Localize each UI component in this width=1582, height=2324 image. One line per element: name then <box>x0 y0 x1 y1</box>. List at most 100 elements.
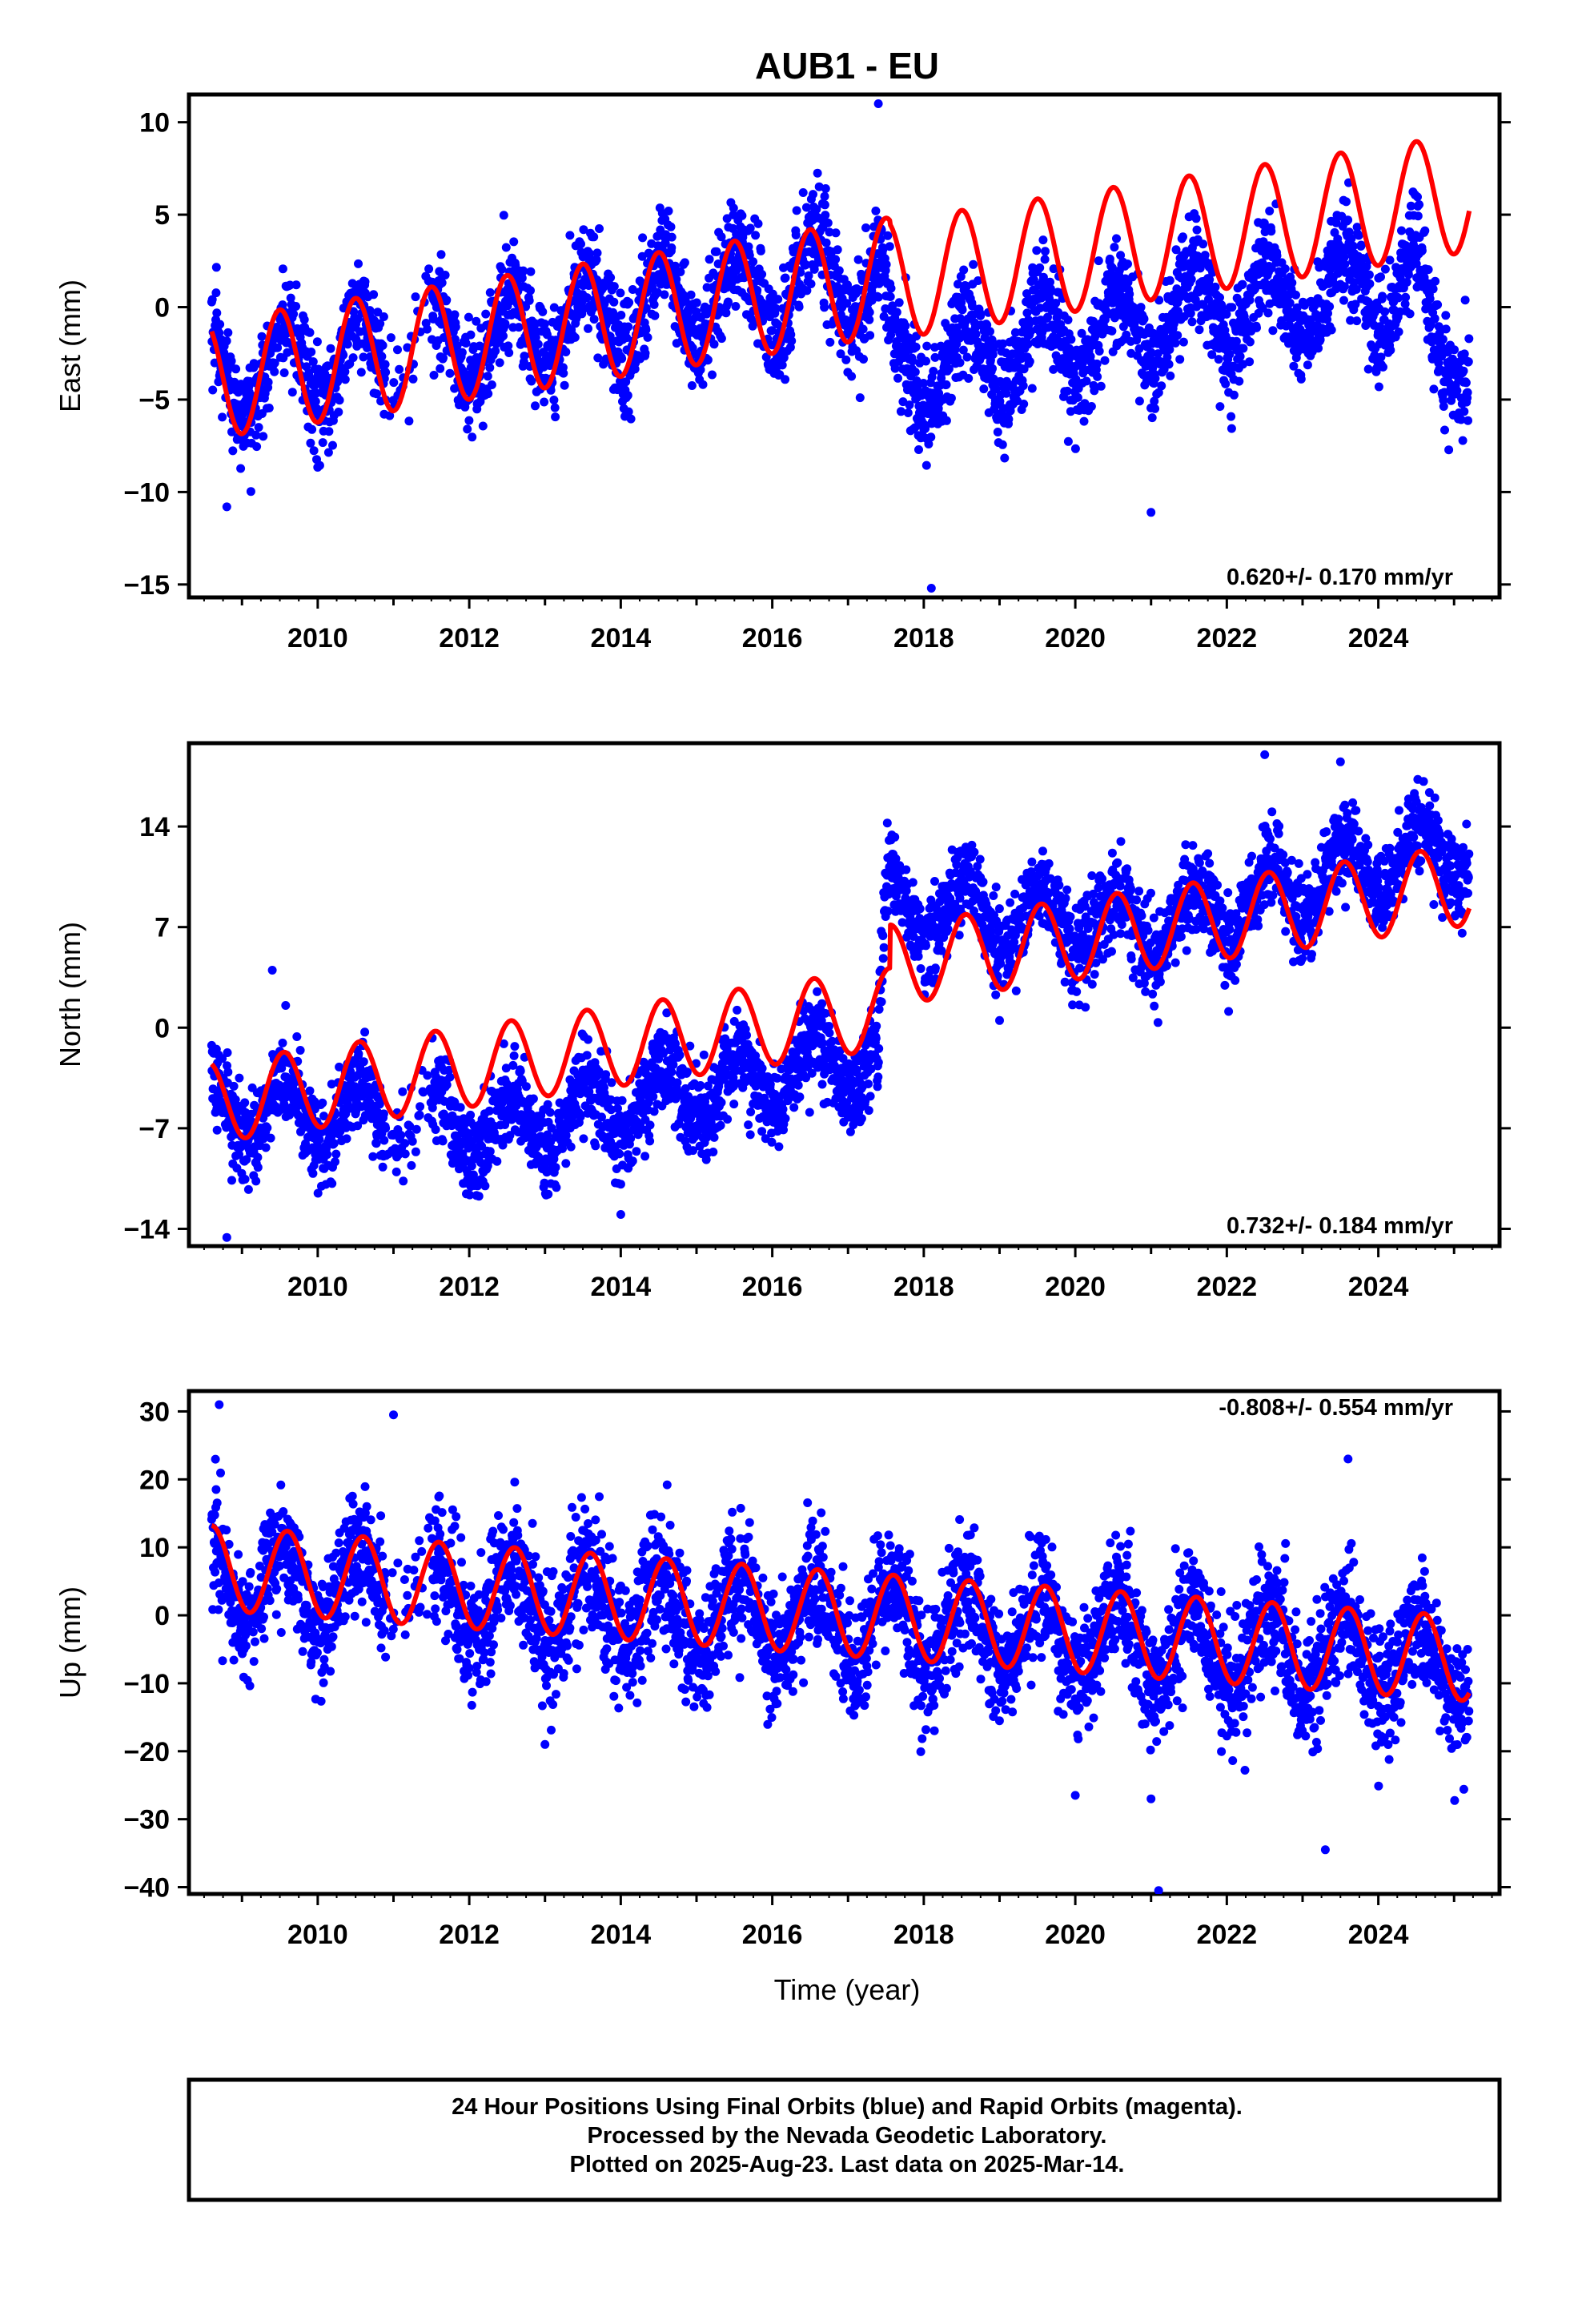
data-point <box>408 1136 417 1146</box>
data-point <box>412 1124 421 1134</box>
data-point <box>993 428 1002 436</box>
data-point <box>637 251 647 261</box>
data-point <box>1343 215 1353 225</box>
data-point <box>398 1087 408 1096</box>
data-point <box>411 1147 420 1156</box>
data-point <box>1331 218 1341 227</box>
data-point <box>1394 293 1403 303</box>
data-point <box>1171 245 1181 255</box>
data-point <box>708 370 717 380</box>
data-point <box>540 320 549 328</box>
x-tick-label: 2016 <box>742 623 803 653</box>
data-point <box>1354 231 1363 240</box>
data-point <box>1092 359 1102 368</box>
data-point <box>584 324 592 333</box>
data-point <box>649 1107 659 1116</box>
data-point <box>311 396 320 406</box>
data-point <box>312 337 322 347</box>
outlier-point <box>1146 508 1156 517</box>
data-point <box>1456 415 1466 424</box>
data-point <box>277 1063 287 1073</box>
data-point <box>253 1152 263 1162</box>
data-point <box>692 298 701 308</box>
data-point <box>626 1134 636 1144</box>
data-point <box>841 355 851 364</box>
data-point <box>1214 355 1223 364</box>
data-point <box>423 1071 432 1080</box>
data-point <box>235 1073 244 1083</box>
data-point <box>1023 340 1033 349</box>
data-point <box>505 1131 515 1140</box>
data-point <box>712 247 721 256</box>
data-point <box>329 1139 339 1148</box>
data-point <box>1038 235 1048 245</box>
data-point <box>1125 289 1134 299</box>
data-point <box>1227 303 1237 312</box>
data-point <box>1460 296 1470 305</box>
north-panel: North (mm) 0.732+/- 0.184 mm/yr 2010 2012… <box>54 741 1511 1302</box>
data-point <box>373 308 383 317</box>
north-frame <box>187 741 1502 1248</box>
data-point <box>231 364 241 374</box>
data-point <box>1256 268 1266 278</box>
data-point <box>1380 264 1390 274</box>
data-point <box>466 330 476 340</box>
data-point <box>308 357 318 367</box>
data-point <box>1107 326 1117 336</box>
data-point <box>1090 386 1099 396</box>
data-point <box>476 1158 485 1168</box>
data-point <box>757 270 767 279</box>
data-point <box>1268 326 1278 336</box>
data-point <box>885 292 895 301</box>
data-point <box>1027 384 1037 393</box>
data-point <box>986 327 994 336</box>
data-point <box>709 340 719 349</box>
data-point <box>1385 255 1395 265</box>
data-point <box>1434 322 1443 332</box>
data-point <box>379 312 388 321</box>
data-point <box>592 248 602 258</box>
data-point <box>286 293 295 303</box>
data-point <box>315 1135 324 1144</box>
data-point <box>1179 312 1189 321</box>
data-point <box>616 288 625 298</box>
data-point <box>955 358 965 368</box>
data-point <box>1406 201 1415 211</box>
data-point <box>359 352 368 362</box>
data-point <box>528 1094 538 1104</box>
data-point <box>365 306 375 316</box>
data-point <box>464 416 474 425</box>
data-point <box>823 218 833 227</box>
data-point <box>334 408 343 416</box>
data-point <box>263 377 273 387</box>
data-point <box>1175 355 1185 364</box>
data-point <box>549 396 559 404</box>
data-point <box>617 1096 627 1105</box>
data-point <box>675 1051 685 1059</box>
data-point <box>858 324 868 334</box>
data-point <box>480 1181 490 1191</box>
data-point <box>671 261 680 271</box>
data-point <box>1205 275 1215 284</box>
data-point <box>211 263 221 272</box>
east-panel: East (mm) 0.620+/- 0.170 mm/yr 2010 2012 2… <box>54 92 1511 653</box>
data-point <box>942 380 951 389</box>
data-point <box>929 367 938 376</box>
data-point <box>261 1143 271 1152</box>
data-point <box>883 231 893 240</box>
data-point <box>1165 275 1174 285</box>
data-point <box>266 1133 275 1143</box>
data-point <box>1351 284 1361 294</box>
data-point <box>582 1051 592 1060</box>
data-point <box>959 265 969 275</box>
data-point <box>429 371 439 380</box>
data-point <box>1460 407 1469 416</box>
data-point <box>640 1152 650 1161</box>
data-point <box>1032 246 1042 255</box>
data-point <box>235 1150 243 1159</box>
data-point <box>821 211 830 220</box>
data-point <box>1438 335 1447 344</box>
data-point <box>1405 309 1415 319</box>
data-point <box>211 288 221 298</box>
data-point <box>589 232 599 242</box>
